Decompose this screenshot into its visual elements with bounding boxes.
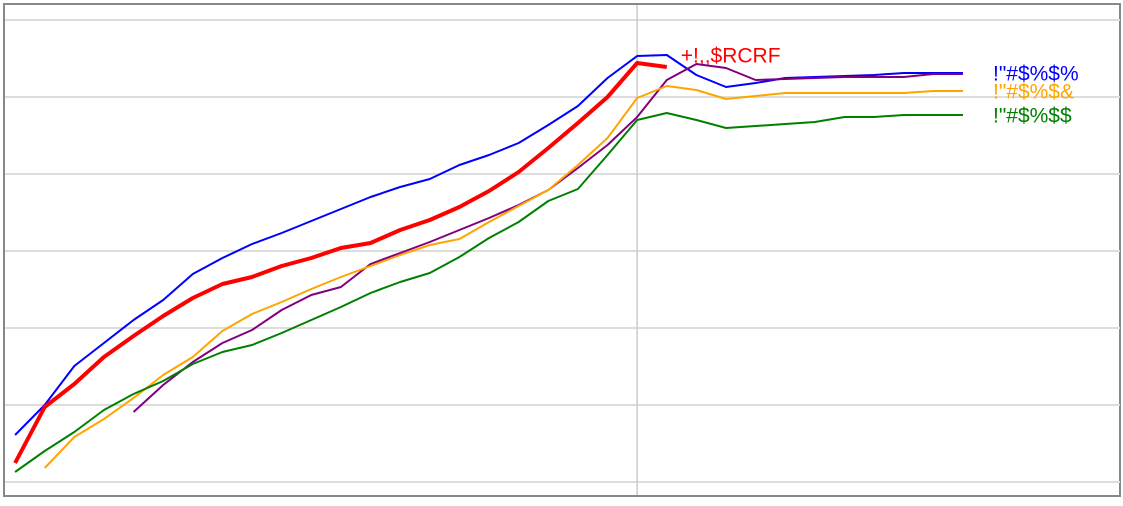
series-label: !"#$%$& [993,81,1074,104]
series-line [13,61,668,464]
series-label: !"#$%$$ [993,105,1072,128]
series-label: !"#$%$% [993,63,1079,86]
series-line [43,85,963,469]
series-line [14,112,963,473]
series-label: +!,,$RCRF [681,45,781,68]
